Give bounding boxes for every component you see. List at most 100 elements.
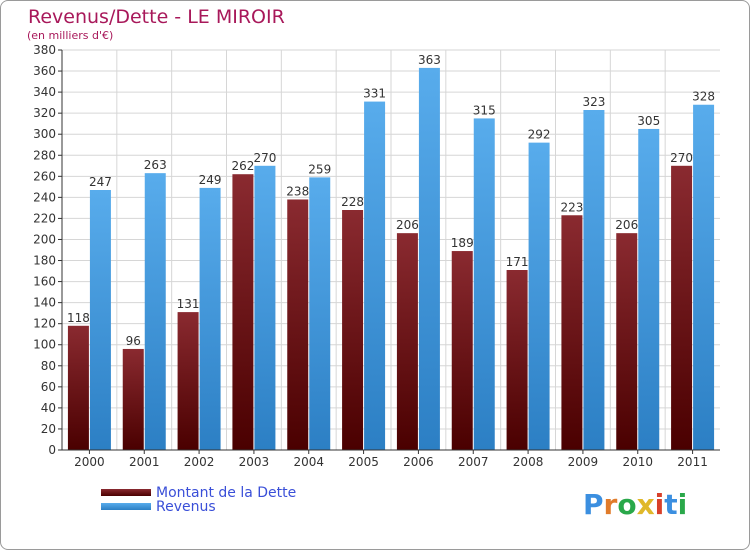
x-tick-label: 2000 [74, 455, 105, 469]
data-label: 249 [199, 173, 222, 187]
data-label: 328 [692, 90, 715, 104]
data-label: 305 [637, 114, 660, 128]
bar-dette [506, 270, 528, 450]
bars [67, 67, 715, 451]
bar-revenus [199, 187, 221, 451]
data-label: 206 [615, 218, 638, 232]
bar-revenus [473, 118, 495, 450]
bar-dette [122, 348, 144, 450]
y-tick-label: 320 [33, 106, 56, 120]
logo-letter: i [677, 488, 688, 521]
logo-letter: r [603, 488, 618, 521]
legend-swatch-revenus [101, 503, 151, 510]
data-label: 270 [670, 151, 693, 165]
data-label: 263 [144, 158, 167, 172]
x-tick-label: 2005 [348, 455, 379, 469]
data-label: 96 [126, 334, 141, 348]
logo-letter: i [654, 488, 665, 521]
logo-letter: P [583, 488, 604, 521]
y-tick-label: 260 [33, 169, 56, 183]
x-tick-label: 2011 [677, 455, 708, 469]
data-label: 118 [67, 311, 90, 325]
logo-letter: t [664, 488, 678, 521]
bar-dette [232, 174, 254, 451]
data-label: 238 [286, 184, 309, 198]
proxiti-logo: Proxiti [583, 488, 687, 521]
x-tick-label: 2007 [458, 455, 489, 469]
bar-revenus [528, 142, 550, 450]
data-labels: 1182479626313124926227023825922833120636… [67, 53, 715, 348]
data-label: 206 [396, 218, 419, 232]
legend-swatch-dette [101, 489, 151, 496]
bar-revenus [638, 128, 660, 450]
data-label: 171 [506, 255, 529, 269]
x-tick-label: 2002 [184, 455, 215, 469]
legend-label-dette: Montant de la Dette [156, 485, 297, 501]
bar-dette [451, 251, 473, 450]
legend [101, 489, 151, 510]
y-tick-label: 300 [33, 127, 56, 141]
bar-dette [671, 165, 693, 450]
data-label: 363 [418, 53, 441, 67]
data-label: 270 [253, 151, 276, 165]
chart-title: Revenus/Dette - LE MIROIR [28, 6, 285, 28]
chart-subtitle: (en milliers d'€) [27, 29, 114, 42]
data-label: 131 [177, 297, 200, 311]
bar-dette [561, 215, 583, 450]
y-tick-label: 200 [33, 232, 56, 246]
legend-label-revenus: Revenus [156, 499, 216, 515]
bar-dette [396, 233, 418, 450]
data-label: 292 [528, 128, 551, 142]
data-label: 323 [582, 95, 605, 109]
bar-revenus [693, 104, 715, 450]
y-tick-label: 140 [33, 296, 56, 310]
y-tick-label: 120 [33, 317, 56, 331]
bar-dette [342, 210, 364, 450]
bar-revenus [144, 173, 166, 450]
data-label: 259 [308, 162, 331, 176]
y-tick-label: 100 [33, 338, 56, 352]
y-tick-label: 380 [33, 43, 56, 57]
bar-dette [177, 312, 199, 450]
y-tick-label: 340 [33, 85, 56, 99]
x-tick-label: 2009 [568, 455, 599, 469]
x-tick-label: 2010 [622, 455, 653, 469]
bar-revenus [418, 67, 440, 450]
x-tick-label: 2008 [513, 455, 544, 469]
bar-revenus [583, 110, 605, 450]
y-tick-label: 80 [41, 359, 56, 373]
bar-dette [287, 199, 309, 450]
y-tick-label: 20 [41, 422, 56, 436]
logo-letter: o [617, 488, 637, 521]
data-label: 331 [363, 87, 386, 101]
data-label: 247 [89, 175, 112, 189]
bar-revenus [89, 190, 111, 450]
x-tick-label: 2006 [403, 455, 434, 469]
data-label: 223 [560, 200, 583, 214]
data-label: 315 [473, 103, 496, 117]
y-tick-label: 220 [33, 211, 56, 225]
bar-dette [67, 325, 89, 450]
bar-revenus [254, 165, 276, 450]
x-tick-label: 2004 [293, 455, 324, 469]
data-label: 228 [341, 195, 364, 209]
y-tick-label: 360 [33, 64, 56, 78]
x-tick-label: 2001 [129, 455, 160, 469]
y-tick-label: 160 [33, 275, 56, 289]
bar-dette [616, 233, 638, 450]
y-tick-label: 40 [41, 401, 56, 415]
y-tick-label: 60 [41, 380, 56, 394]
logo-letter: x [636, 488, 655, 521]
x-tick-label: 2003 [239, 455, 270, 469]
axes: 0 20 40 60 80 100 120 140 160 180 200 220 240 260 280 3… [33, 43, 720, 469]
bar-revenus [309, 177, 331, 451]
y-tick-label: 280 [33, 148, 56, 162]
gridlines [62, 49, 720, 451]
y-tick-label: 0 [48, 443, 56, 457]
y-tick-label: 240 [33, 190, 56, 204]
data-label: 262 [231, 159, 254, 173]
data-label: 189 [451, 236, 474, 250]
bar-revenus [364, 101, 386, 450]
y-tick-label: 180 [33, 254, 56, 268]
